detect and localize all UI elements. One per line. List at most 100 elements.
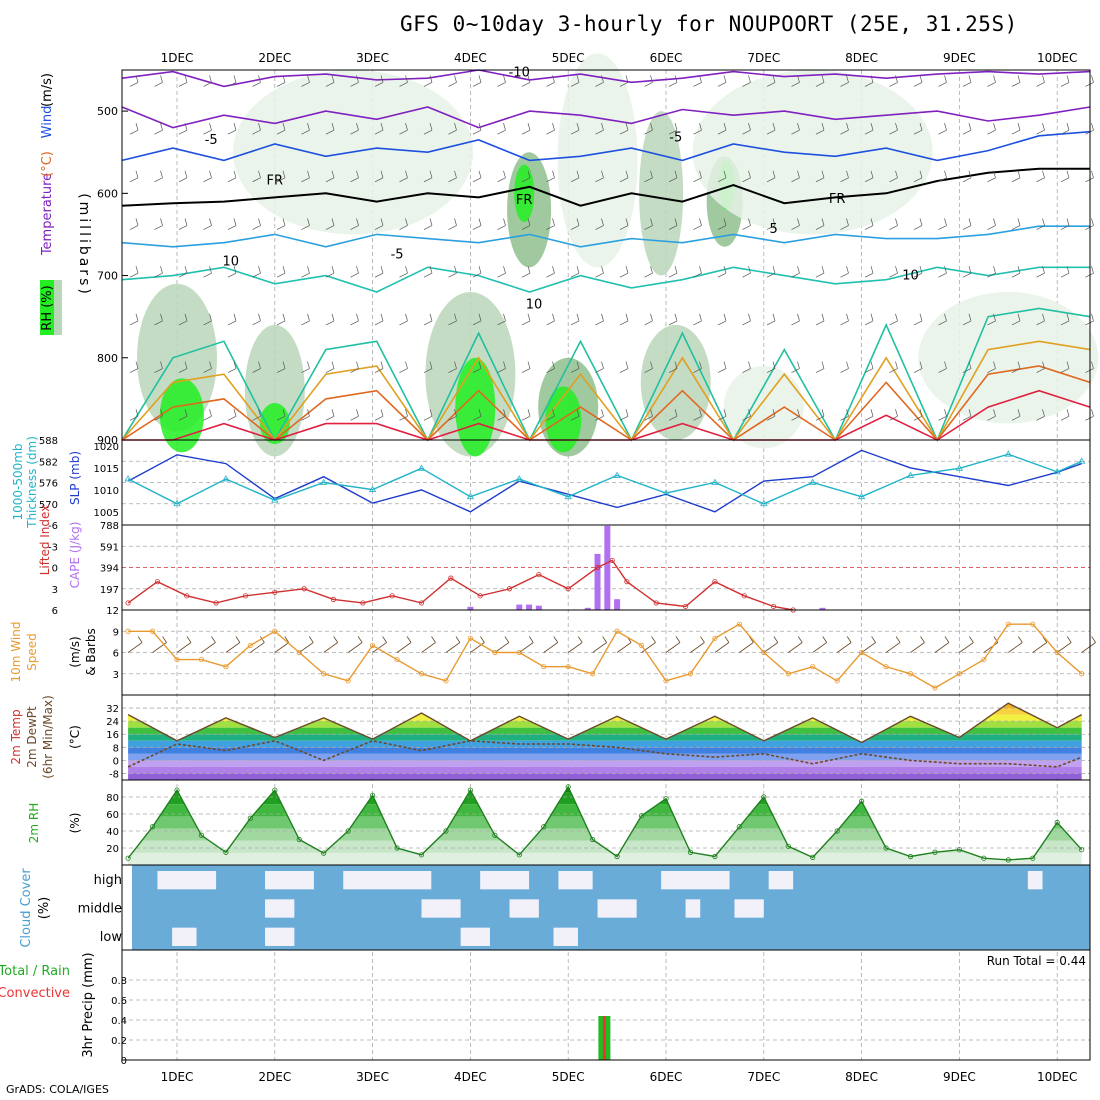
wind-barb xyxy=(301,266,310,278)
rh-tick-label: 60 xyxy=(106,810,119,821)
rh2m-series-point xyxy=(858,798,865,804)
wind-barb xyxy=(276,170,286,183)
wind-barb xyxy=(570,361,580,373)
precip-axis-label: Convective xyxy=(0,986,70,1001)
wind-barb xyxy=(374,170,384,183)
lifted-index-series-point xyxy=(741,593,747,599)
wind-speed-series-point xyxy=(638,642,645,649)
wind-speed-series xyxy=(128,623,1083,689)
wind-barb xyxy=(840,75,849,87)
wind-barb xyxy=(766,361,776,373)
wind-speed-series-point xyxy=(296,649,302,656)
wind-barb xyxy=(1056,636,1072,653)
rh2m-series-point xyxy=(907,853,914,860)
wind-barb xyxy=(252,313,261,326)
wind-barb xyxy=(301,313,310,326)
lifted-index-series-point xyxy=(609,557,615,564)
y-axis-label: (°C) xyxy=(40,151,55,177)
wind-barb xyxy=(301,123,310,135)
wind-barb xyxy=(1036,170,1045,183)
wind-speed-series-point xyxy=(712,635,718,641)
cloud-segment xyxy=(558,871,593,890)
wind-speed-series-point xyxy=(810,664,816,670)
temperature-panel xyxy=(122,702,1090,780)
rh-band xyxy=(128,804,1082,817)
wind-barb xyxy=(374,313,384,326)
wind-barb xyxy=(521,313,531,326)
temperature-contour xyxy=(121,340,1091,442)
wind-barb xyxy=(374,123,384,135)
wind-barb xyxy=(791,123,800,135)
wind-speed-series-point xyxy=(834,678,840,684)
wind-speed-series-point xyxy=(198,656,205,663)
wind-barb xyxy=(864,313,874,326)
wind-barb xyxy=(693,313,702,326)
wind-barb xyxy=(717,313,727,326)
thickness-series-point xyxy=(271,496,279,503)
wind-barb xyxy=(396,636,412,653)
wind-barb xyxy=(1036,123,1045,135)
wind-barb xyxy=(595,123,604,135)
wind-speed-series-point xyxy=(272,628,278,634)
wind-barb xyxy=(668,170,678,183)
wind-barb xyxy=(987,170,996,183)
lifted-index-tick-label: -6 xyxy=(48,521,58,532)
wind-barb xyxy=(445,636,461,653)
wind-barb xyxy=(644,409,653,421)
wind-barb xyxy=(742,313,751,326)
wind-barb xyxy=(350,313,359,326)
wind-barb xyxy=(203,409,212,421)
wind-barb xyxy=(154,313,163,326)
cloud-segment xyxy=(265,927,295,946)
cape-tick-label: 394 xyxy=(100,564,119,575)
wind-barb xyxy=(742,218,751,230)
wind-barb xyxy=(934,636,950,653)
wind-speed-series-point xyxy=(956,671,963,677)
wind-barb xyxy=(913,313,923,326)
thickness-series-point xyxy=(1004,450,1013,457)
temperature-contour xyxy=(121,365,1091,442)
wind-barb xyxy=(595,313,604,326)
wind-tick-label: 6 xyxy=(113,649,119,660)
wind-barb xyxy=(472,170,482,183)
wind-barb xyxy=(1060,313,1070,326)
wind-barb xyxy=(714,636,730,653)
rh-shading xyxy=(692,70,933,235)
cloud-segment xyxy=(1027,871,1043,890)
wind-barb xyxy=(889,266,898,278)
wind-barb xyxy=(129,218,139,230)
wind-barb xyxy=(325,313,335,326)
wind-barb xyxy=(448,313,457,326)
wind-barb xyxy=(595,170,604,183)
wind-barb xyxy=(448,75,457,87)
wind-barb xyxy=(840,313,849,326)
rh-shading xyxy=(557,53,638,268)
date-label-bottom: 10DEC xyxy=(1037,1070,1077,1084)
thickness-series-point xyxy=(466,492,475,500)
wind-tick-label: 9 xyxy=(113,627,119,638)
wind-barb xyxy=(325,170,335,183)
rh2m-series-point xyxy=(614,853,620,860)
wind-barb xyxy=(619,266,629,278)
slp-tick-label: 1010 xyxy=(94,486,119,497)
wind-barb xyxy=(546,361,555,373)
rh2m-series-point xyxy=(1079,847,1085,853)
date-label-top: 1DEC xyxy=(161,51,194,65)
wind-barb xyxy=(619,123,629,135)
wind-barb xyxy=(567,636,583,653)
wind-barb xyxy=(570,75,580,87)
thickness-series-point xyxy=(1053,468,1061,475)
wind-barb xyxy=(154,75,163,87)
wind-barb xyxy=(399,361,408,373)
thickness-axis-label: Thickness (dm) xyxy=(25,436,39,529)
precip-convective-bar xyxy=(602,1016,606,1060)
cape-bar xyxy=(516,604,523,610)
wind-barb xyxy=(374,218,384,230)
wind-barb xyxy=(693,409,702,421)
wind-barb xyxy=(885,636,901,653)
contour-label: 5 xyxy=(769,222,777,237)
wind-barb xyxy=(423,361,433,373)
wind-barb xyxy=(717,123,727,135)
slp-axis-label: SLP (mb) xyxy=(68,451,82,505)
cape-tick-label: 197 xyxy=(100,585,119,596)
